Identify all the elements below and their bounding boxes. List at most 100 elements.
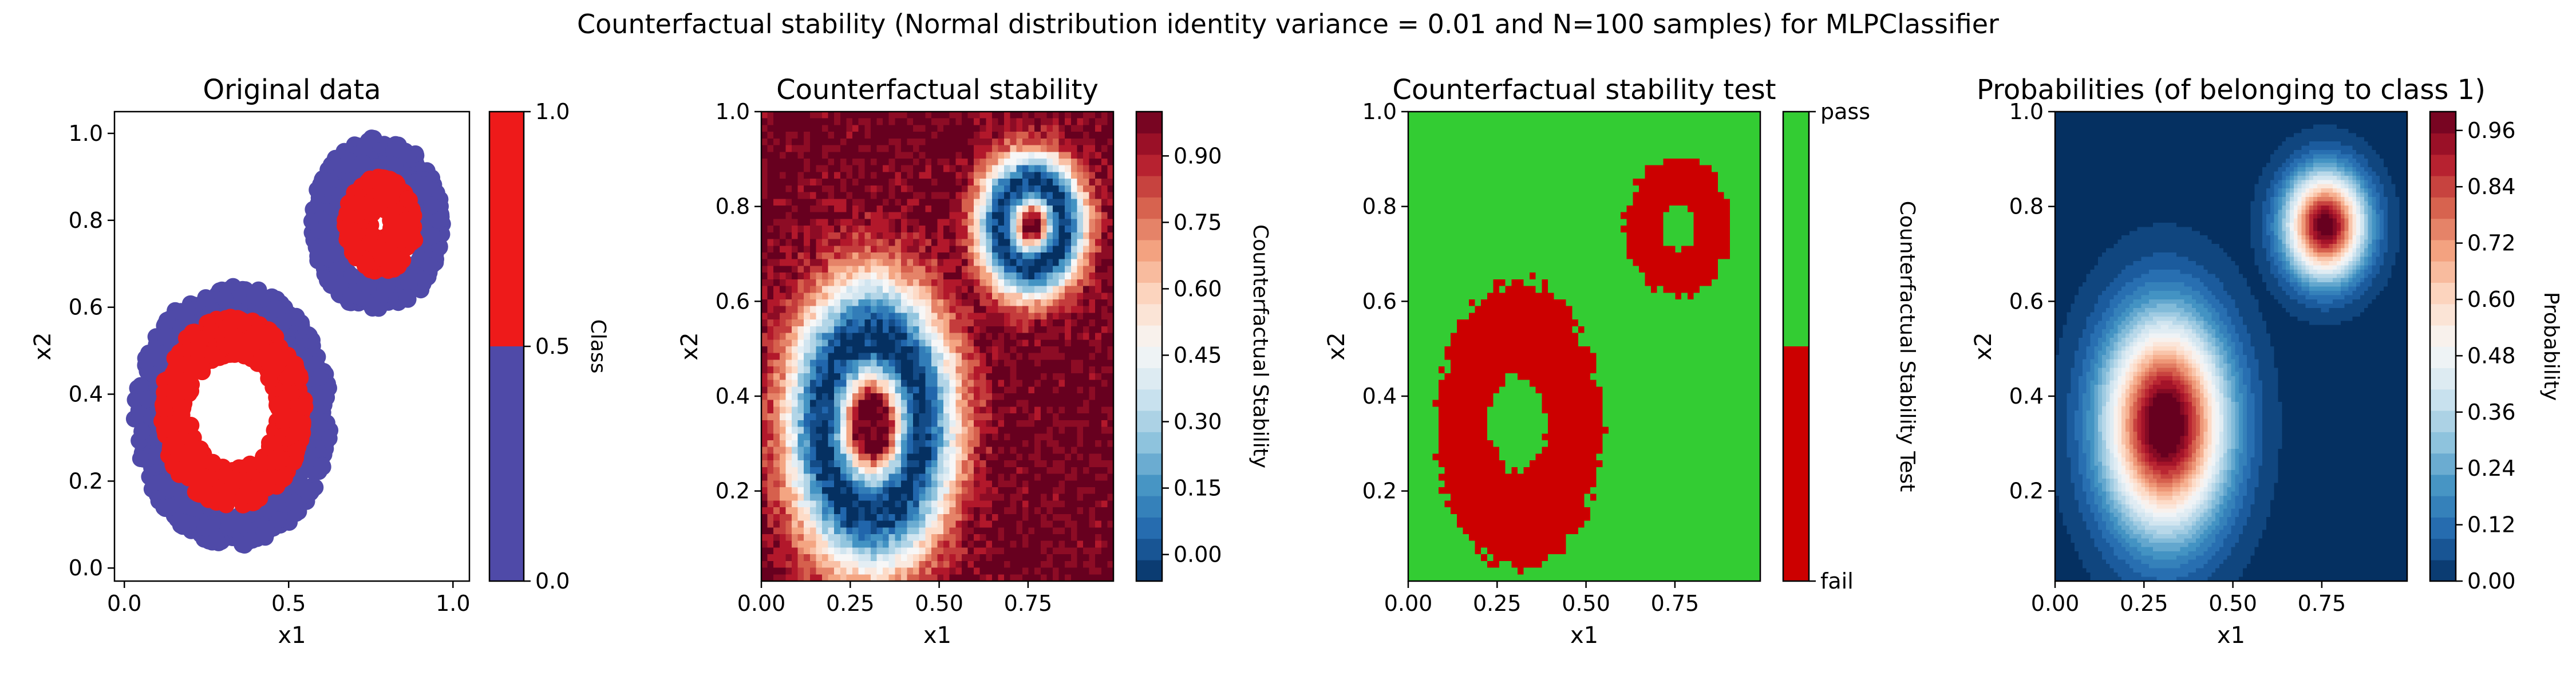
heatmap-cell xyxy=(1095,373,1102,381)
heatmap-cell xyxy=(937,212,944,220)
heatmap-cell xyxy=(840,427,847,435)
heatmap-cell xyxy=(900,219,908,226)
heatmap-cell xyxy=(998,239,1005,247)
heatmap-cell xyxy=(1089,172,1096,179)
heatmap-cell xyxy=(1083,118,1090,126)
heatmap-cell xyxy=(883,212,890,220)
heatmap-cell xyxy=(955,346,962,354)
heatmap-cell xyxy=(870,185,878,193)
heatmap-cell xyxy=(919,400,926,408)
heatmap-cell xyxy=(1089,353,1096,361)
heatmap-cell xyxy=(1053,172,1060,179)
heatmap-cell xyxy=(1022,138,1029,146)
heatmap-cell xyxy=(1028,286,1035,294)
heatmap-cell xyxy=(961,393,969,401)
heatmap-cell xyxy=(1095,266,1102,273)
heatmap-cell xyxy=(809,293,817,300)
heatmap-cell xyxy=(1070,226,1078,233)
heatmap-cell xyxy=(943,252,950,260)
scatter-point xyxy=(178,356,196,373)
heatmap-cell xyxy=(1034,219,1041,226)
heatmap-cell xyxy=(834,420,841,428)
heatmap-cell xyxy=(949,353,957,361)
heatmap-cell xyxy=(949,346,957,354)
heatmap-cell xyxy=(931,172,938,179)
heatmap-cell xyxy=(792,386,799,394)
heatmap-cell xyxy=(1040,353,1048,361)
heatmap-cell xyxy=(1095,326,1102,334)
heatmap-cell xyxy=(943,386,950,394)
heatmap-cell xyxy=(1089,380,1096,388)
heatmap-cell xyxy=(870,172,878,179)
heatmap-cell xyxy=(1065,112,1072,119)
heatmap-cell xyxy=(809,172,817,179)
heatmap-cell xyxy=(1095,353,1102,361)
heatmap-cell xyxy=(998,165,1005,173)
heatmap-cell xyxy=(785,366,792,374)
heatmap-cell xyxy=(1077,420,1084,428)
heatmap-cell xyxy=(974,333,981,341)
heatmap-cell xyxy=(828,138,835,146)
heatmap-cell xyxy=(1089,179,1096,186)
heatmap-cell xyxy=(991,386,999,394)
heatmap-cell xyxy=(761,152,768,159)
heatmap-cell xyxy=(779,266,787,273)
heatmap-cell xyxy=(809,420,817,428)
heatmap-cell xyxy=(888,393,896,401)
heatmap-cell xyxy=(888,299,896,307)
heatmap-cell xyxy=(1053,159,1060,166)
heatmap-cell xyxy=(1070,246,1078,253)
heatmap-cell xyxy=(1077,246,1084,253)
scatter-point xyxy=(294,424,311,442)
heatmap-cell xyxy=(1089,406,1096,414)
heatmap-cell xyxy=(883,360,890,367)
heatmap-cell xyxy=(804,185,811,193)
heatmap-cell xyxy=(1022,252,1029,260)
heatmap-cell xyxy=(779,393,787,401)
heatmap-cell xyxy=(888,353,896,361)
heatmap-cell xyxy=(1058,420,1065,428)
heatmap-cell xyxy=(804,132,811,139)
heatmap-cell xyxy=(870,192,878,200)
heatmap-cell xyxy=(913,373,920,381)
heatmap-cell xyxy=(846,159,853,166)
heatmap-cell xyxy=(1040,172,1048,179)
heatmap-cell xyxy=(828,252,835,260)
heatmap-cell xyxy=(919,427,926,435)
heatmap-cell xyxy=(1095,239,1102,247)
heatmap-cell xyxy=(900,252,908,260)
heatmap-cell xyxy=(974,313,981,320)
scatter-point xyxy=(318,214,336,232)
heatmap-cell xyxy=(895,118,902,126)
heatmap-cell xyxy=(949,293,957,300)
heatmap-cell xyxy=(1083,179,1090,186)
heatmap-cell xyxy=(779,179,787,186)
heatmap-cell xyxy=(943,199,950,206)
heatmap-cell xyxy=(991,252,999,260)
heatmap-cell xyxy=(1028,246,1035,253)
heatmap-cell xyxy=(974,118,981,126)
heatmap-cell xyxy=(895,366,902,374)
heatmap-cell xyxy=(822,366,829,374)
heatmap-cell xyxy=(852,333,859,341)
heatmap-cell xyxy=(937,393,944,401)
heatmap-cell xyxy=(979,185,987,193)
heatmap-cell xyxy=(883,400,890,408)
heatmap-cell xyxy=(1070,286,1078,294)
heatmap-cell xyxy=(991,246,999,253)
heatmap-cell xyxy=(943,112,950,119)
heatmap-cell xyxy=(809,406,817,414)
heatmap-cell xyxy=(1022,420,1029,428)
heatmap-cell xyxy=(773,192,780,200)
heatmap-cell xyxy=(1034,333,1041,341)
heatmap-cell xyxy=(1040,179,1048,186)
heatmap-cell xyxy=(925,212,932,220)
heatmap-cell xyxy=(1058,192,1065,200)
heatmap-cell xyxy=(876,172,883,179)
heatmap-cell xyxy=(895,286,902,294)
heatmap-cell xyxy=(907,138,914,146)
heatmap-cell xyxy=(1077,346,1084,354)
heatmap-cell xyxy=(925,326,932,334)
heatmap-cell xyxy=(919,138,926,146)
heatmap-cell xyxy=(1077,159,1084,166)
